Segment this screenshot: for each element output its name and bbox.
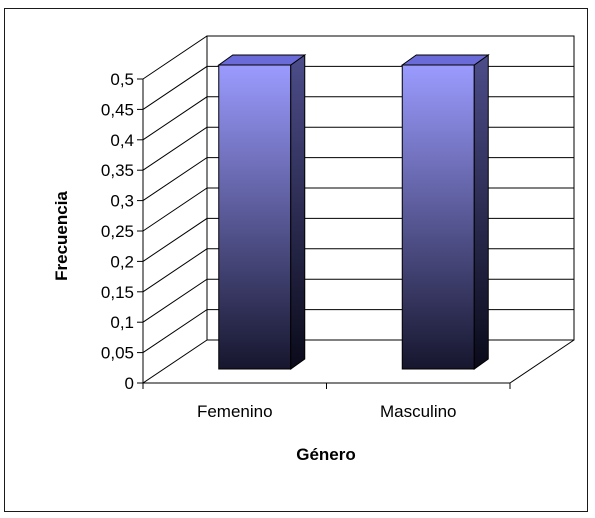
bar-front-femenino <box>218 64 292 370</box>
bar-side-masculino <box>473 54 489 370</box>
y-tick-label: 0,3 <box>110 192 134 211</box>
y-tick-label: 0,15 <box>101 283 134 302</box>
gridline <box>142 126 574 171</box>
x-tick-label: Femenino <box>197 402 273 421</box>
axes <box>137 78 511 389</box>
y-tick-label: 0,4 <box>110 131 134 150</box>
gridlines <box>142 35 575 384</box>
bar-top-femenino <box>217 54 307 66</box>
labels: 0 0,05 0,1 0,15 0,2 0,25 0,3 0,35 0,4 0,45 0,5 Feme… <box>101 70 457 421</box>
gridline <box>142 65 574 110</box>
gridline <box>142 157 574 202</box>
y-tick-label: 0 <box>125 374 134 393</box>
gridline <box>142 96 574 141</box>
bar-top-masculino <box>400 54 490 66</box>
gridline <box>142 187 574 232</box>
bars <box>217 54 490 370</box>
gridline <box>142 278 574 323</box>
y-tick-label: 0,2 <box>110 252 134 271</box>
gridline <box>142 309 574 354</box>
gridline <box>142 248 574 293</box>
y-tick-label: 0,1 <box>110 313 134 332</box>
bar-side-femenino <box>290 54 306 370</box>
y-tick-label: 0,5 <box>110 70 134 89</box>
y-tick-label: 0,25 <box>101 222 134 241</box>
gridline <box>142 35 574 80</box>
gridline <box>142 217 574 262</box>
y-tick-label: 0,45 <box>101 100 134 119</box>
x-axis-title: Género <box>296 445 356 464</box>
y-axis-title: Frecuencia <box>52 191 71 281</box>
x-tick-label: Masculino <box>380 402 457 421</box>
y-tick-label: 0,35 <box>101 161 134 180</box>
back-wall-outline <box>142 35 575 384</box>
y-tick-label: 0,05 <box>101 344 134 363</box>
bar-front-masculino <box>401 64 475 370</box>
